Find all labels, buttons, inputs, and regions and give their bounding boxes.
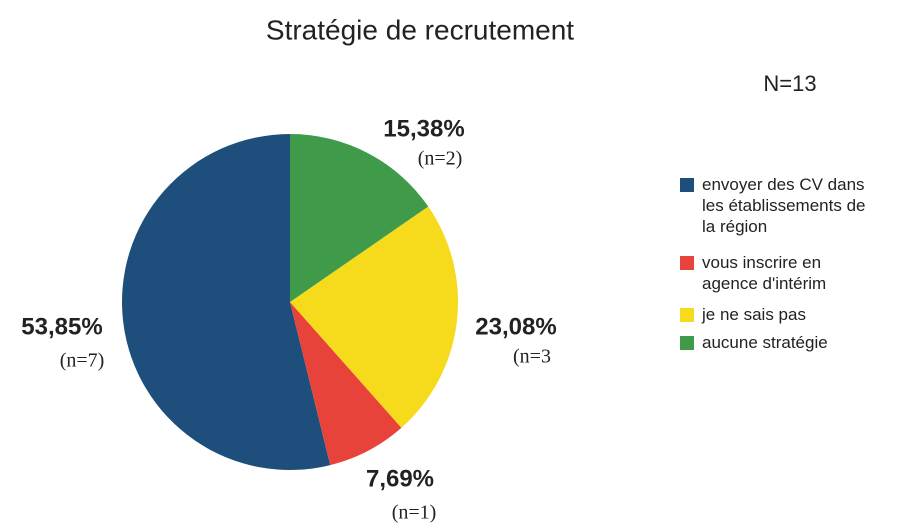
legend-label: aucune stratégie (702, 333, 828, 352)
count-label: (n=2) (418, 148, 463, 170)
legend-label: je ne sais pas (702, 305, 806, 324)
legend-item: aucune stratégie (680, 332, 880, 353)
legend-item: je ne sais pas (680, 304, 880, 325)
value-label: 23,08% (475, 313, 556, 340)
value-label: 15,38% (383, 115, 464, 142)
pie-slice (290, 206, 459, 428)
count-label: (n=1) (392, 502, 437, 524)
count-label: (n=7) (60, 350, 105, 372)
pie-slice (121, 134, 331, 471)
legend-swatch (680, 256, 694, 270)
pie-slice (290, 302, 402, 466)
legend-swatch (680, 178, 694, 192)
legend-swatch (680, 336, 694, 350)
legend-item: vous inscrire en agence d'intérim (680, 252, 880, 294)
legend-label: vous inscrire en agence d'intérim (702, 253, 827, 293)
legend-label: envoyer des CV dans les établissements d… (702, 175, 866, 236)
annotation: N=13 (763, 71, 816, 96)
count-label: (n=3 (513, 346, 551, 368)
value-label: 53,85% (21, 313, 102, 340)
chart-title: Stratégie de recrutement (266, 14, 574, 45)
legend-swatch (680, 308, 694, 322)
pie-slice (290, 134, 429, 302)
value-label: 7,69% (366, 465, 434, 492)
legend-item: envoyer des CV dans les établissements d… (680, 174, 880, 237)
